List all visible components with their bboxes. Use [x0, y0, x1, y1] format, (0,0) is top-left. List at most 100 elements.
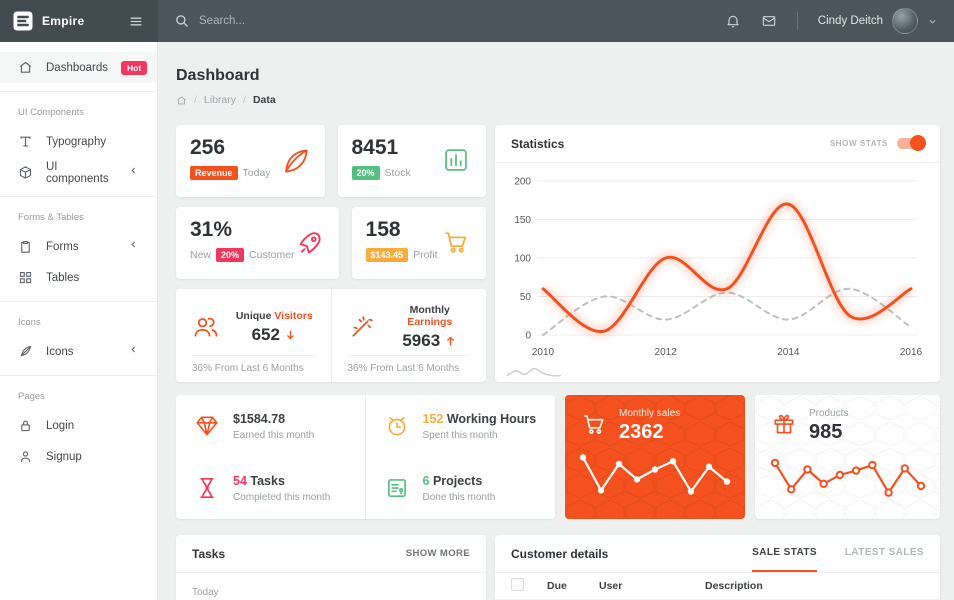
hours-value: 152: [422, 411, 444, 426]
chevron-down-icon: [927, 16, 938, 27]
earnings-value: 5963: [402, 330, 441, 350]
brand-logo-icon: [13, 11, 33, 31]
sidebar: Dashboards Hot UI Components Typography …: [0, 42, 158, 600]
sidebar-item-login[interactable]: Login: [0, 410, 157, 441]
gem-icon: [194, 413, 220, 439]
user-menu[interactable]: Cindy Deitch: [818, 8, 938, 34]
sidebar-item-label: Login: [46, 419, 75, 432]
projects-title: Projects: [432, 473, 483, 488]
monthly-sales-title: Monthly sales: [619, 408, 681, 419]
sidebar-item-typography[interactable]: Typography: [0, 126, 157, 157]
arrow-down-icon: [284, 328, 297, 341]
sidebar-item-icons[interactable]: Icons: [0, 336, 157, 367]
top-navbar: Empire Cindy Deitch: [0, 0, 954, 42]
breadcrumb-library[interactable]: Library: [203, 94, 237, 106]
brand[interactable]: Empire: [13, 11, 84, 31]
section-label-icons: Icons: [18, 317, 41, 328]
products-title: Products: [809, 408, 849, 419]
section-label-forms-tables: Forms & Tables: [18, 212, 84, 223]
hexagon-pattern: [565, 395, 745, 519]
monthly-sales-value: 2362: [619, 421, 664, 443]
tasks-group-label: Today: [192, 587, 219, 598]
monthly-sales-card: Monthly sales 2362: [565, 395, 745, 519]
svg-text:200: 200: [514, 177, 531, 188]
hours-title: Working Hours: [446, 411, 537, 426]
sidebar-item-label: Typography: [46, 135, 107, 148]
gift-icon: [771, 411, 797, 437]
stock-badge: 20%: [351, 166, 380, 181]
table-header-row: Due User Description: [495, 573, 940, 600]
svg-text:2014: 2014: [777, 347, 800, 358]
svg-text:50: 50: [520, 292, 532, 303]
svg-text:100: 100: [514, 254, 531, 265]
section-label-ui-components: UI Components: [18, 107, 85, 118]
search-icon[interactable]: [174, 13, 190, 29]
stock-label: Stock: [384, 167, 411, 180]
search-bar: [174, 13, 725, 29]
revenue-badge: Revenue: [190, 166, 238, 181]
svg-text:2016: 2016: [900, 347, 923, 358]
visitors-title-highlight: Visitors: [274, 309, 313, 322]
statistics-title: Statistics: [511, 136, 565, 151]
sidebar-item-signup[interactable]: Signup: [0, 441, 157, 472]
tasks-panel: Tasks SHOW MORE Today: [176, 535, 486, 600]
section-label-pages: Pages: [18, 391, 45, 402]
svg-text:0: 0: [525, 331, 531, 342]
column-header-due: Due: [547, 580, 567, 592]
cart-white-icon: [581, 411, 607, 437]
tab-sale-stats[interactable]: SALE STATS: [752, 535, 817, 572]
customer-value: 31%: [190, 218, 233, 241]
svg-text:2012: 2012: [655, 347, 678, 358]
select-all-checkbox[interactable]: [511, 578, 524, 591]
hamburger-menu-icon[interactable]: [128, 13, 144, 29]
earnings-footnote: 36% From Last 6 Months: [347, 355, 470, 374]
sidebar-item-label: Signup: [46, 450, 82, 463]
divider: [0, 375, 157, 376]
show-more-button[interactable]: SHOW MORE: [405, 548, 470, 559]
customer-pre-label: New: [190, 249, 212, 262]
breadcrumb-home-icon[interactable]: [176, 95, 187, 106]
divider: [796, 12, 798, 30]
earnings-title-highlight: Earnings: [407, 315, 453, 328]
customer-badge: 20%: [216, 248, 245, 263]
notifications-bell-icon[interactable]: [725, 13, 741, 29]
chevron-left-icon: [128, 165, 143, 180]
statistics-line-chart: 0 50 100 150 200 2010 2012 2014 2016: [514, 177, 923, 359]
rocket-icon: [295, 228, 325, 258]
sidebar-item-ui-components[interactable]: UI components: [0, 157, 157, 188]
chevron-left-icon: [128, 239, 143, 254]
breadcrumb: / Library / Data: [176, 94, 940, 106]
show-stats-toggle[interactable]: SHOW STATS: [830, 135, 926, 151]
earned-summary: $1584.78 Earned this month: [176, 395, 366, 457]
tab-latest-sales[interactable]: LATEST SALES: [844, 547, 924, 558]
divider: [0, 91, 157, 92]
magic-wand-icon: [348, 313, 376, 341]
users-icon: [192, 313, 220, 341]
products-card: Products 985: [755, 395, 940, 519]
sidebar-item-dashboards[interactable]: Dashboards Hot: [0, 52, 157, 83]
hourglass-icon: [194, 475, 220, 501]
search-input[interactable]: [199, 15, 419, 27]
forms-clipboard-icon: [18, 239, 33, 254]
monthly-earnings-section: Monthly Earnings 5963 36% From Last 6 Mo…: [332, 289, 487, 382]
user-avatar: [892, 8, 918, 34]
products-value: 985: [809, 421, 843, 443]
monthly-sales-sparkline: [579, 454, 731, 495]
divider: [0, 196, 157, 197]
lock-icon: [18, 418, 33, 433]
revenue-label: Today: [242, 167, 271, 180]
cart-icon: [442, 228, 472, 258]
earned-label: Earned this month: [233, 429, 315, 441]
navbar-main-section: Cindy Deitch: [158, 0, 954, 42]
profit-badge: $143.45: [365, 248, 409, 263]
customer-card: 31% New 20% Customer: [176, 207, 339, 279]
sidebar-item-forms[interactable]: Forms: [0, 231, 157, 262]
stat-cards-column: 256 Revenue Today 8451 20% Stock: [176, 125, 486, 382]
leaf-icon: [281, 146, 311, 176]
sidebar-item-tables[interactable]: Tables: [0, 262, 157, 293]
messages-mail-icon[interactable]: [761, 13, 777, 29]
profit-card: 158 $143.45 Profit: [351, 207, 486, 279]
profit-label: Profit: [413, 249, 438, 262]
tasks-value: 54: [233, 473, 247, 488]
tasks-title: Tasks: [250, 473, 285, 488]
